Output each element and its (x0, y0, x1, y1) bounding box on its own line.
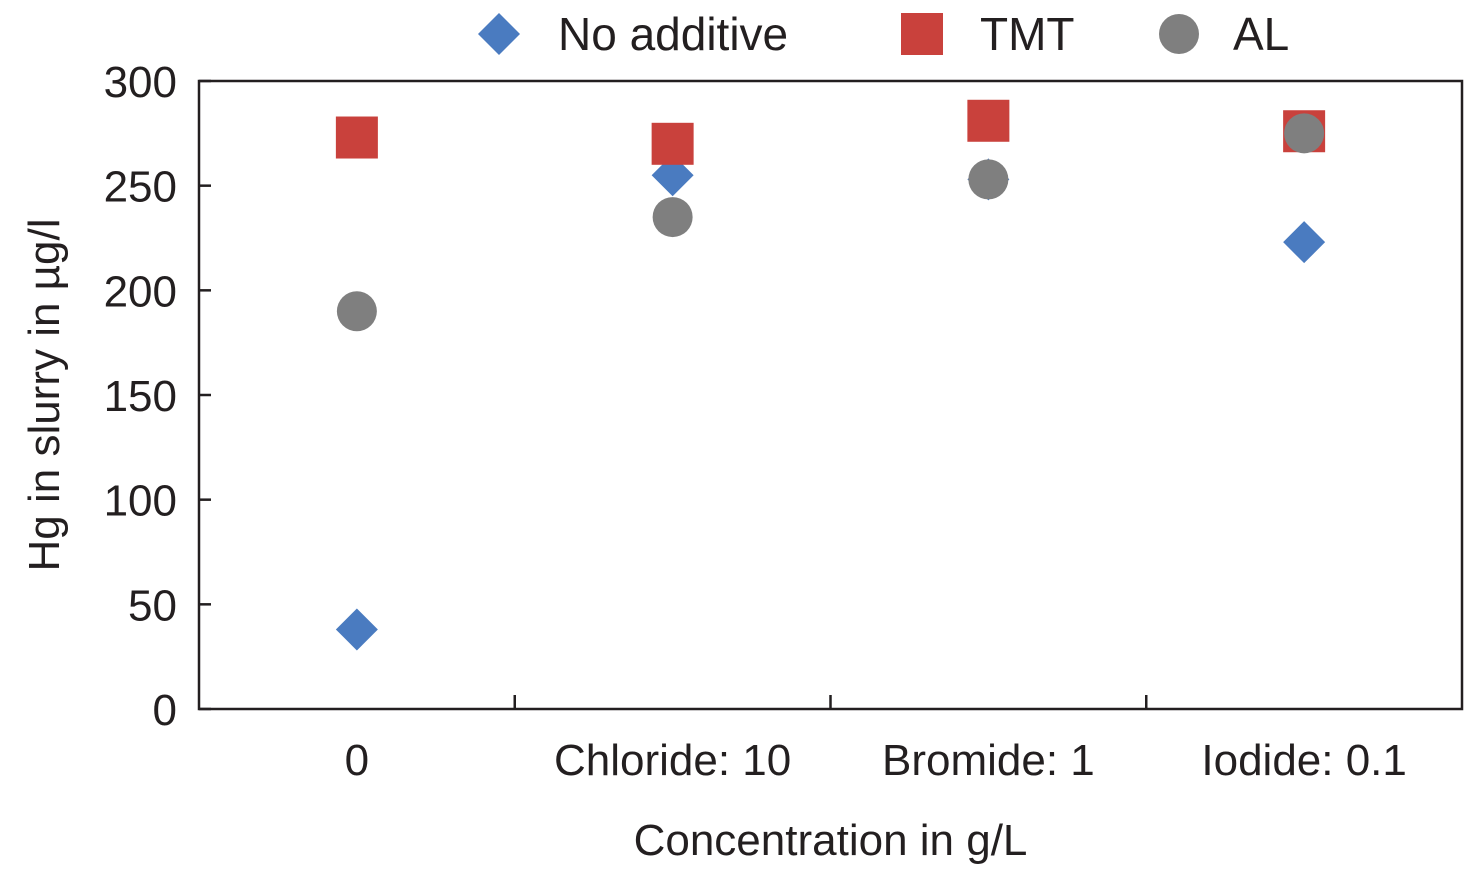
x-tick-label: Chloride: 10 (554, 736, 791, 785)
y-tick-label: 0 (153, 686, 177, 735)
x-axis: 0 Chloride: 10 Bromide: 1 Iodide: 0.1 (345, 695, 1407, 785)
data-point (1284, 113, 1325, 154)
x-tick-label: Bromide: 1 (882, 736, 1095, 785)
x-tick-label: 0 (345, 736, 369, 785)
series-no-additive (335, 154, 1326, 651)
data-point (967, 99, 1010, 142)
data-point (652, 197, 693, 238)
series-al (336, 113, 1325, 332)
series-tmt (335, 99, 1326, 165)
data-point (335, 116, 378, 159)
plot-area (197, 79, 1464, 711)
data-point (651, 122, 694, 165)
x-axis-title: Concentration in g/L (634, 816, 1028, 865)
y-tick-label: 300 (104, 58, 177, 107)
y-axis: 0 50 100 150 200 250 300 (104, 58, 211, 735)
plot-border (197, 79, 1464, 711)
legend-marker (901, 13, 943, 55)
x-tick-label: Iodide: 0.1 (1201, 736, 1407, 785)
y-tick-label: 150 (104, 372, 177, 421)
legend-item: AL (1159, 8, 1289, 60)
data-point (1283, 221, 1326, 264)
y-tick-label: 50 (128, 581, 177, 630)
y-axis-title: Hg in slurry in µg/l (20, 218, 69, 571)
legend: No additive TMT AL (478, 8, 1289, 60)
legend-label: No additive (558, 8, 788, 60)
y-tick-label: 100 (104, 477, 177, 526)
legend-label: AL (1233, 8, 1289, 60)
legend-label: TMT (980, 8, 1075, 60)
y-tick-label: 250 (104, 163, 177, 212)
legend-marker (478, 13, 520, 55)
legend-marker (1159, 14, 1199, 54)
data-point (335, 608, 378, 651)
data-points (335, 99, 1326, 651)
data-point (968, 159, 1009, 200)
legend-item: No additive (478, 8, 788, 60)
legend-item: TMT (901, 8, 1075, 60)
data-point (336, 291, 377, 332)
y-tick-label: 200 (104, 267, 177, 316)
